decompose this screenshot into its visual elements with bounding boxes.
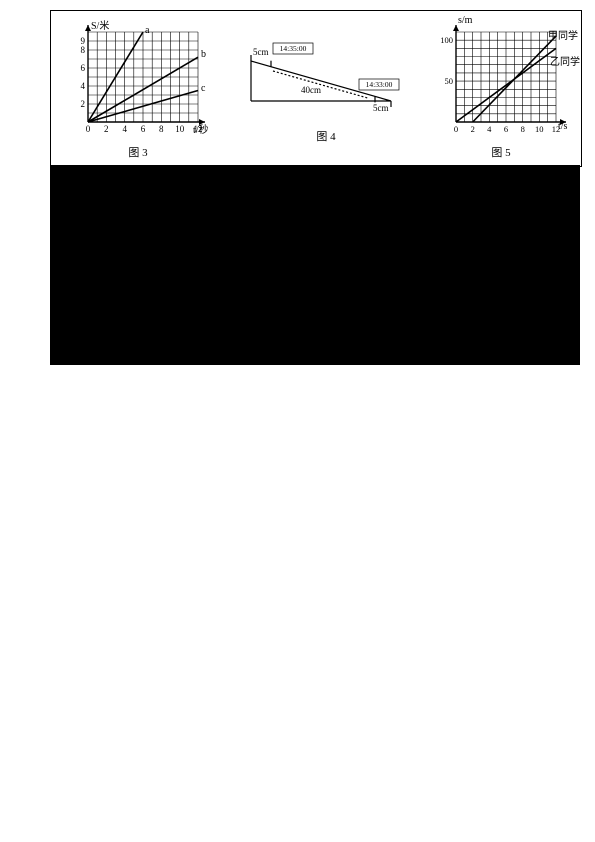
svg-text:10: 10 bbox=[535, 124, 544, 134]
svg-text:6: 6 bbox=[141, 124, 146, 134]
svg-text:8: 8 bbox=[159, 124, 164, 134]
fig3-caption: 图 3 bbox=[63, 144, 213, 160]
fig3-panel: 0 2 4 6 8 10 12 2 4 6 8 9 S/米 bbox=[63, 17, 213, 160]
figure-frame: 0 2 4 6 8 10 12 2 4 6 8 9 S/米 bbox=[50, 10, 582, 167]
fig3-chart: 0 2 4 6 8 10 12 2 4 6 8 9 bbox=[63, 17, 213, 137]
svg-text:0: 0 bbox=[86, 124, 91, 134]
fig5-caption: 图 5 bbox=[426, 144, 576, 160]
fig3-y-axis-label: S/米 bbox=[91, 17, 109, 32]
svg-text:50: 50 bbox=[445, 76, 454, 86]
svg-text:10: 10 bbox=[175, 124, 185, 134]
fig3-series-c-label: c bbox=[201, 83, 205, 94]
fig4-bottom-dim: 5cm bbox=[373, 103, 389, 113]
fig5-x-axis-label: t/s bbox=[558, 121, 567, 132]
fig3-x-axis-label: t/秒 bbox=[193, 121, 209, 136]
fig4-time-top: 14:35:00 bbox=[280, 44, 307, 53]
page: 0 2 4 6 8 10 12 2 4 6 8 9 S/米 bbox=[0, 0, 595, 842]
svg-text:8: 8 bbox=[521, 124, 525, 134]
svg-text:6: 6 bbox=[81, 63, 86, 73]
svg-text:2: 2 bbox=[81, 99, 86, 109]
svg-text:2: 2 bbox=[104, 124, 109, 134]
svg-text:0: 0 bbox=[454, 124, 458, 134]
svg-text:8: 8 bbox=[81, 45, 86, 55]
fig4-hyp-dim: 40cm bbox=[301, 85, 321, 95]
fig4-caption: 图 4 bbox=[241, 128, 411, 144]
svg-text:4: 4 bbox=[81, 81, 86, 91]
fig4-panel: 14:35:00 14:33:00 5cm 40cm 5cm 图 4 bbox=[241, 41, 411, 144]
black-block bbox=[50, 165, 580, 365]
fig5-panel: 0 2 4 6 8 10 12 50 100 s/m t/s 甲同学 乙同学 图… bbox=[426, 17, 576, 160]
fig5-series-jia-label: 甲同学 bbox=[548, 27, 578, 42]
fig3-series-a-label: a bbox=[145, 25, 149, 36]
svg-text:9: 9 bbox=[81, 36, 86, 46]
svg-text:4: 4 bbox=[122, 124, 127, 134]
svg-text:6: 6 bbox=[504, 124, 508, 134]
svg-text:4: 4 bbox=[487, 124, 492, 134]
fig4-time-bottom: 14:33:00 bbox=[366, 80, 393, 89]
fig4-top-dim: 5cm bbox=[253, 47, 269, 57]
fig5-y-axis-label: s/m bbox=[458, 15, 472, 26]
fig5-series-yi-label: 乙同学 bbox=[550, 53, 580, 68]
svg-text:100: 100 bbox=[440, 35, 453, 45]
svg-text:2: 2 bbox=[471, 124, 475, 134]
fig3-series-b-label: b bbox=[201, 49, 206, 60]
